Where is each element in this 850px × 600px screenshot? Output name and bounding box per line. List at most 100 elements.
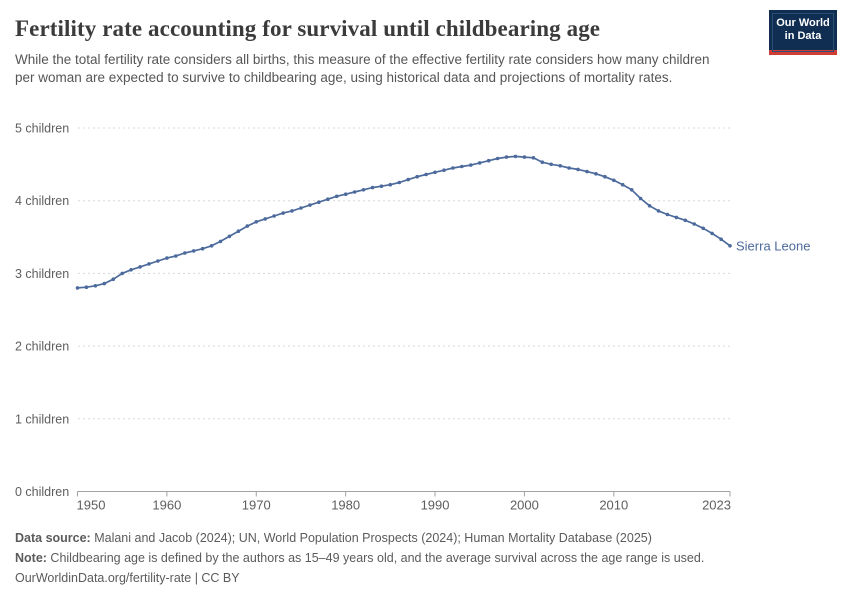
data-point[interactable] [245, 224, 250, 228]
data-point[interactable] [361, 188, 366, 192]
owid-logo-text-line2: in Data [784, 30, 822, 42]
data-point[interactable] [442, 168, 446, 172]
data-point[interactable] [236, 229, 241, 233]
y-axis-label: 0 children [15, 485, 69, 499]
data-point[interactable] [254, 220, 259, 224]
data-point[interactable] [620, 182, 625, 187]
data-point[interactable] [191, 249, 196, 253]
data-point[interactable] [460, 164, 464, 169]
data-point[interactable] [165, 256, 169, 260]
data-point[interactable] [477, 161, 482, 165]
data-point[interactable] [326, 197, 330, 201]
x-axis-label: 1990 [421, 498, 450, 513]
x-axis-label: 1960 [152, 498, 181, 513]
series-line-sierra-leone[interactable] [77, 155, 731, 289]
data-point[interactable] [638, 196, 643, 201]
y-axis-label: 5 children [15, 122, 69, 136]
data-point[interactable] [567, 166, 571, 170]
data-point[interactable] [710, 231, 714, 236]
data-point[interactable] [531, 156, 536, 160]
x-axis-label: 2010 [599, 498, 628, 513]
data-point[interactable] [138, 265, 142, 269]
data-point[interactable] [495, 156, 500, 161]
data-point[interactable] [111, 277, 116, 282]
x-axis-label: 1950 [77, 498, 106, 513]
note-label: Note: [15, 551, 47, 565]
data-point[interactable] [513, 154, 518, 159]
data-source-line: Data source: Malani and Jacob (2024); UN… [15, 528, 835, 548]
data-point[interactable] [397, 180, 402, 185]
y-axis-label: 3 children [15, 267, 69, 281]
data-point[interactable] [647, 204, 652, 208]
data-point[interactable] [728, 244, 732, 248]
data-point[interactable] [701, 226, 705, 231]
data-point[interactable] [674, 215, 679, 220]
data-point[interactable] [379, 184, 384, 188]
data-point[interactable] [612, 178, 616, 183]
data-point[interactable] [227, 234, 232, 239]
chart-header: Fertility rate accounting for survival u… [0, 0, 850, 87]
data-source-label: Data source: [15, 531, 91, 545]
data-point[interactable] [665, 212, 670, 217]
data-point[interactable] [156, 259, 160, 263]
x-axis-label: 1970 [242, 498, 271, 513]
data-point[interactable] [218, 239, 223, 244]
data-point[interactable] [415, 174, 420, 179]
data-point[interactable] [93, 284, 98, 288]
data-point[interactable] [290, 209, 294, 213]
data-point[interactable] [558, 164, 562, 168]
data-point[interactable] [594, 172, 598, 176]
data-point[interactable] [486, 158, 491, 163]
data-point[interactable] [263, 217, 268, 221]
data-point[interactable] [334, 194, 339, 199]
y-axis-label: 2 children [15, 340, 69, 354]
data-point[interactable] [522, 155, 527, 159]
data-point[interactable] [183, 251, 187, 255]
data-point[interactable] [683, 218, 688, 223]
data-point[interactable] [629, 188, 634, 192]
data-point[interactable] [102, 281, 107, 286]
data-point[interactable] [585, 169, 589, 174]
data-point[interactable] [692, 222, 696, 226]
data-point[interactable] [433, 170, 437, 175]
data-point[interactable] [406, 177, 411, 182]
data-point[interactable] [200, 246, 205, 251]
data-point[interactable] [504, 155, 509, 159]
data-point[interactable] [719, 237, 723, 241]
data-point[interactable] [308, 203, 312, 207]
data-point[interactable] [75, 286, 80, 290]
data-point[interactable] [281, 211, 285, 215]
data-point[interactable] [388, 182, 393, 187]
series-label-sierra-leone[interactable]: Sierra Leone [736, 238, 810, 253]
data-point[interactable] [656, 209, 661, 213]
data-point[interactable] [540, 160, 545, 164]
data-point[interactable] [576, 167, 580, 172]
page-title: Fertility rate accounting for survival u… [15, 16, 601, 41]
data-source-text: Malani and Jacob (2024); UN, World Popul… [90, 531, 652, 545]
note-line: Note: Childbearing age is defined by the… [15, 548, 835, 568]
data-point[interactable] [129, 268, 133, 272]
data-point[interactable] [451, 166, 455, 170]
data-point[interactable] [343, 192, 348, 196]
data-point[interactable] [424, 172, 428, 177]
y-axis-label: 4 children [15, 194, 69, 208]
cc-by-link[interactable]: OurWorldinData.org/fertility-rate | CC B… [15, 571, 240, 585]
note-text: Childbearing age is defined by the autho… [46, 551, 705, 565]
data-point[interactable] [209, 244, 214, 248]
data-point[interactable] [147, 262, 151, 266]
data-point[interactable] [549, 162, 553, 167]
data-point[interactable] [174, 254, 178, 258]
data-point[interactable] [370, 185, 375, 190]
data-point[interactable] [317, 200, 321, 204]
owid-logo[interactable]: Our World in Data [769, 10, 837, 55]
data-point[interactable] [299, 206, 303, 210]
x-axis-label: 1980 [331, 498, 360, 513]
data-point[interactable] [84, 285, 89, 290]
data-point[interactable] [272, 214, 276, 218]
x-axis-label: 2000 [510, 498, 539, 513]
data-point[interactable] [603, 174, 607, 179]
data-point[interactable] [120, 271, 124, 276]
data-point[interactable] [469, 163, 473, 167]
data-point[interactable] [352, 190, 357, 194]
